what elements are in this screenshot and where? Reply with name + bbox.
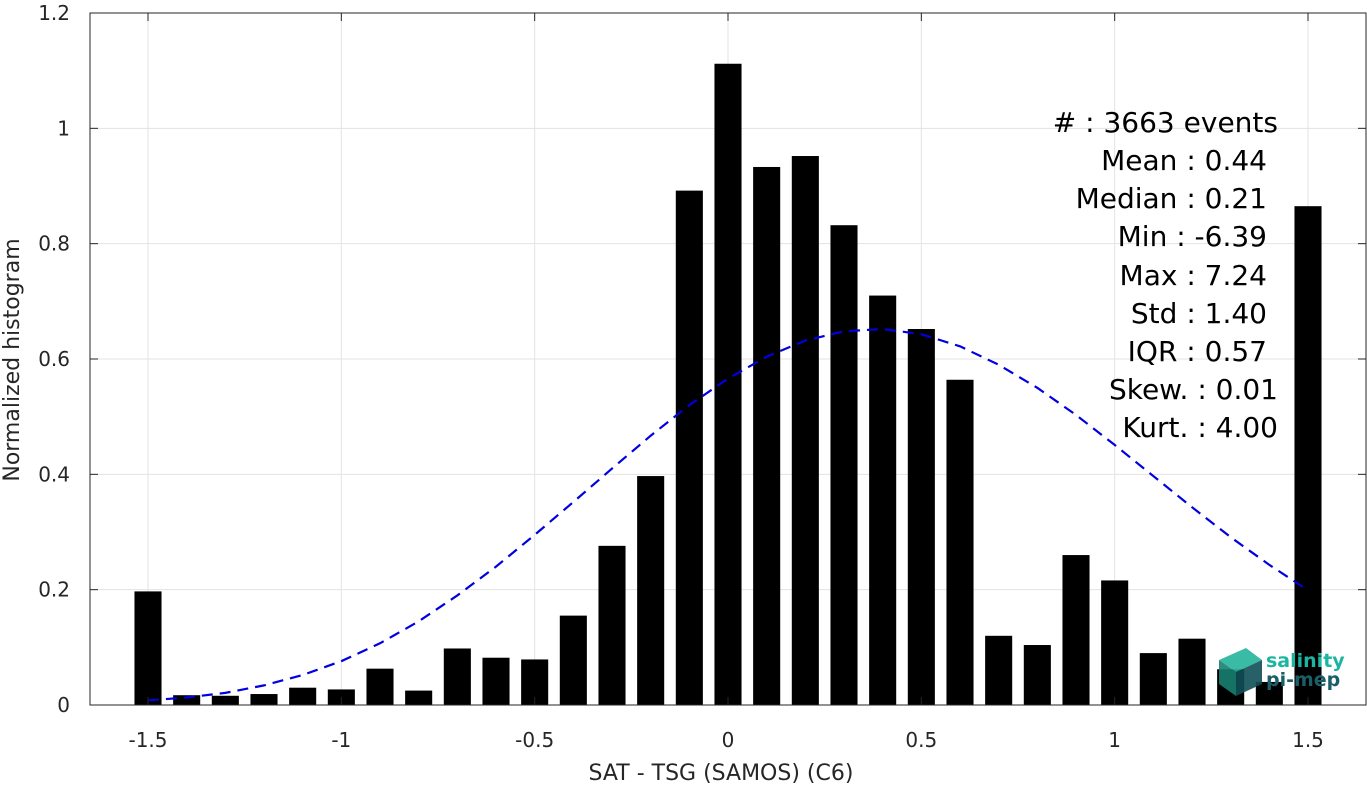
histogram-bar	[675, 190, 703, 705]
y-tick-label: 0.8	[38, 232, 70, 256]
histogram-bar	[250, 694, 278, 705]
histogram-bar	[289, 687, 317, 705]
histogram-bar	[211, 695, 239, 705]
histogram-bar	[791, 156, 819, 706]
stat-events: # : 3663 events	[1053, 106, 1278, 139]
stat-std: Std : 1.40	[1131, 297, 1267, 330]
histogram-bar	[1101, 580, 1129, 705]
histogram-bar	[559, 615, 587, 705]
stats-box: # : 3663 events Mean : 0.44 Median : 0.2…	[1053, 106, 1278, 444]
fit-curve	[147, 327, 1309, 702]
histogram-bar	[907, 329, 935, 705]
stat-max: Max : 7.24	[1120, 259, 1267, 292]
histogram-bars	[134, 63, 1322, 706]
y-tick-label: 0.6	[38, 347, 70, 371]
histogram-bar	[830, 225, 858, 706]
histogram-bar	[443, 648, 471, 705]
cube-icon	[1219, 648, 1262, 696]
y-axis-ticks: 0 0.2 0.4 0.6 0.8 1 1.2	[38, 1, 1366, 717]
y-tick-label: 0	[57, 693, 70, 717]
stat-median: Median : 0.21	[1076, 182, 1267, 215]
logo-text-salinity: salinity	[1266, 650, 1345, 672]
x-tick-label: -0.5	[515, 728, 554, 752]
histogram-bar	[1139, 653, 1167, 705]
histogram-bar	[405, 690, 433, 705]
histogram-bar	[1178, 638, 1206, 705]
histogram-bar	[946, 379, 974, 705]
histogram-bar	[482, 657, 510, 705]
x-tick-label: -1	[331, 728, 351, 752]
stat-skew: Skew. : 0.01	[1109, 373, 1278, 406]
histogram-bar	[1294, 206, 1322, 705]
histogram-bar	[1062, 555, 1090, 705]
histogram-bar	[173, 695, 201, 705]
histogram-bar	[1255, 681, 1283, 705]
y-tick-label: 1.2	[38, 1, 70, 25]
logo-text-pi-mep: pi-mep	[1266, 669, 1340, 691]
x-tick-label: 1	[1108, 728, 1121, 752]
stat-mean: Mean : 0.44	[1101, 144, 1267, 177]
histogram-bar	[753, 166, 781, 706]
histogram-bar	[366, 668, 394, 705]
stat-kurt: Kurt. : 4.00	[1122, 411, 1278, 444]
x-tick-label: 0	[722, 728, 735, 752]
salinity-pi-mep-logo: salinity pi-mep	[1219, 648, 1345, 696]
x-tick-label: 1.5	[1292, 728, 1324, 752]
histogram-bar	[869, 295, 897, 705]
y-tick-label: 0.2	[38, 578, 70, 602]
stat-min: Min : -6.39	[1118, 220, 1267, 253]
y-axis-label: Normalized histogram	[0, 238, 25, 481]
y-tick-label: 0.4	[38, 462, 70, 486]
histogram-bar	[637, 476, 665, 705]
histogram-bar	[134, 591, 162, 705]
stat-iqr: IQR : 0.57	[1128, 335, 1267, 368]
x-tick-label: -1.5	[128, 728, 167, 752]
x-axis-label: SAT - TSG (SAMOS) (C6)	[589, 761, 854, 785]
x-tick-label: 0.5	[905, 728, 937, 752]
y-tick-label: 1	[57, 116, 70, 140]
histogram-bar	[598, 545, 626, 705]
histogram-bar	[985, 635, 1013, 705]
histogram-bar	[1023, 645, 1051, 705]
x-axis-ticks: -1.5 -1 -0.5 0 0.5 1 1.5	[128, 13, 1324, 752]
